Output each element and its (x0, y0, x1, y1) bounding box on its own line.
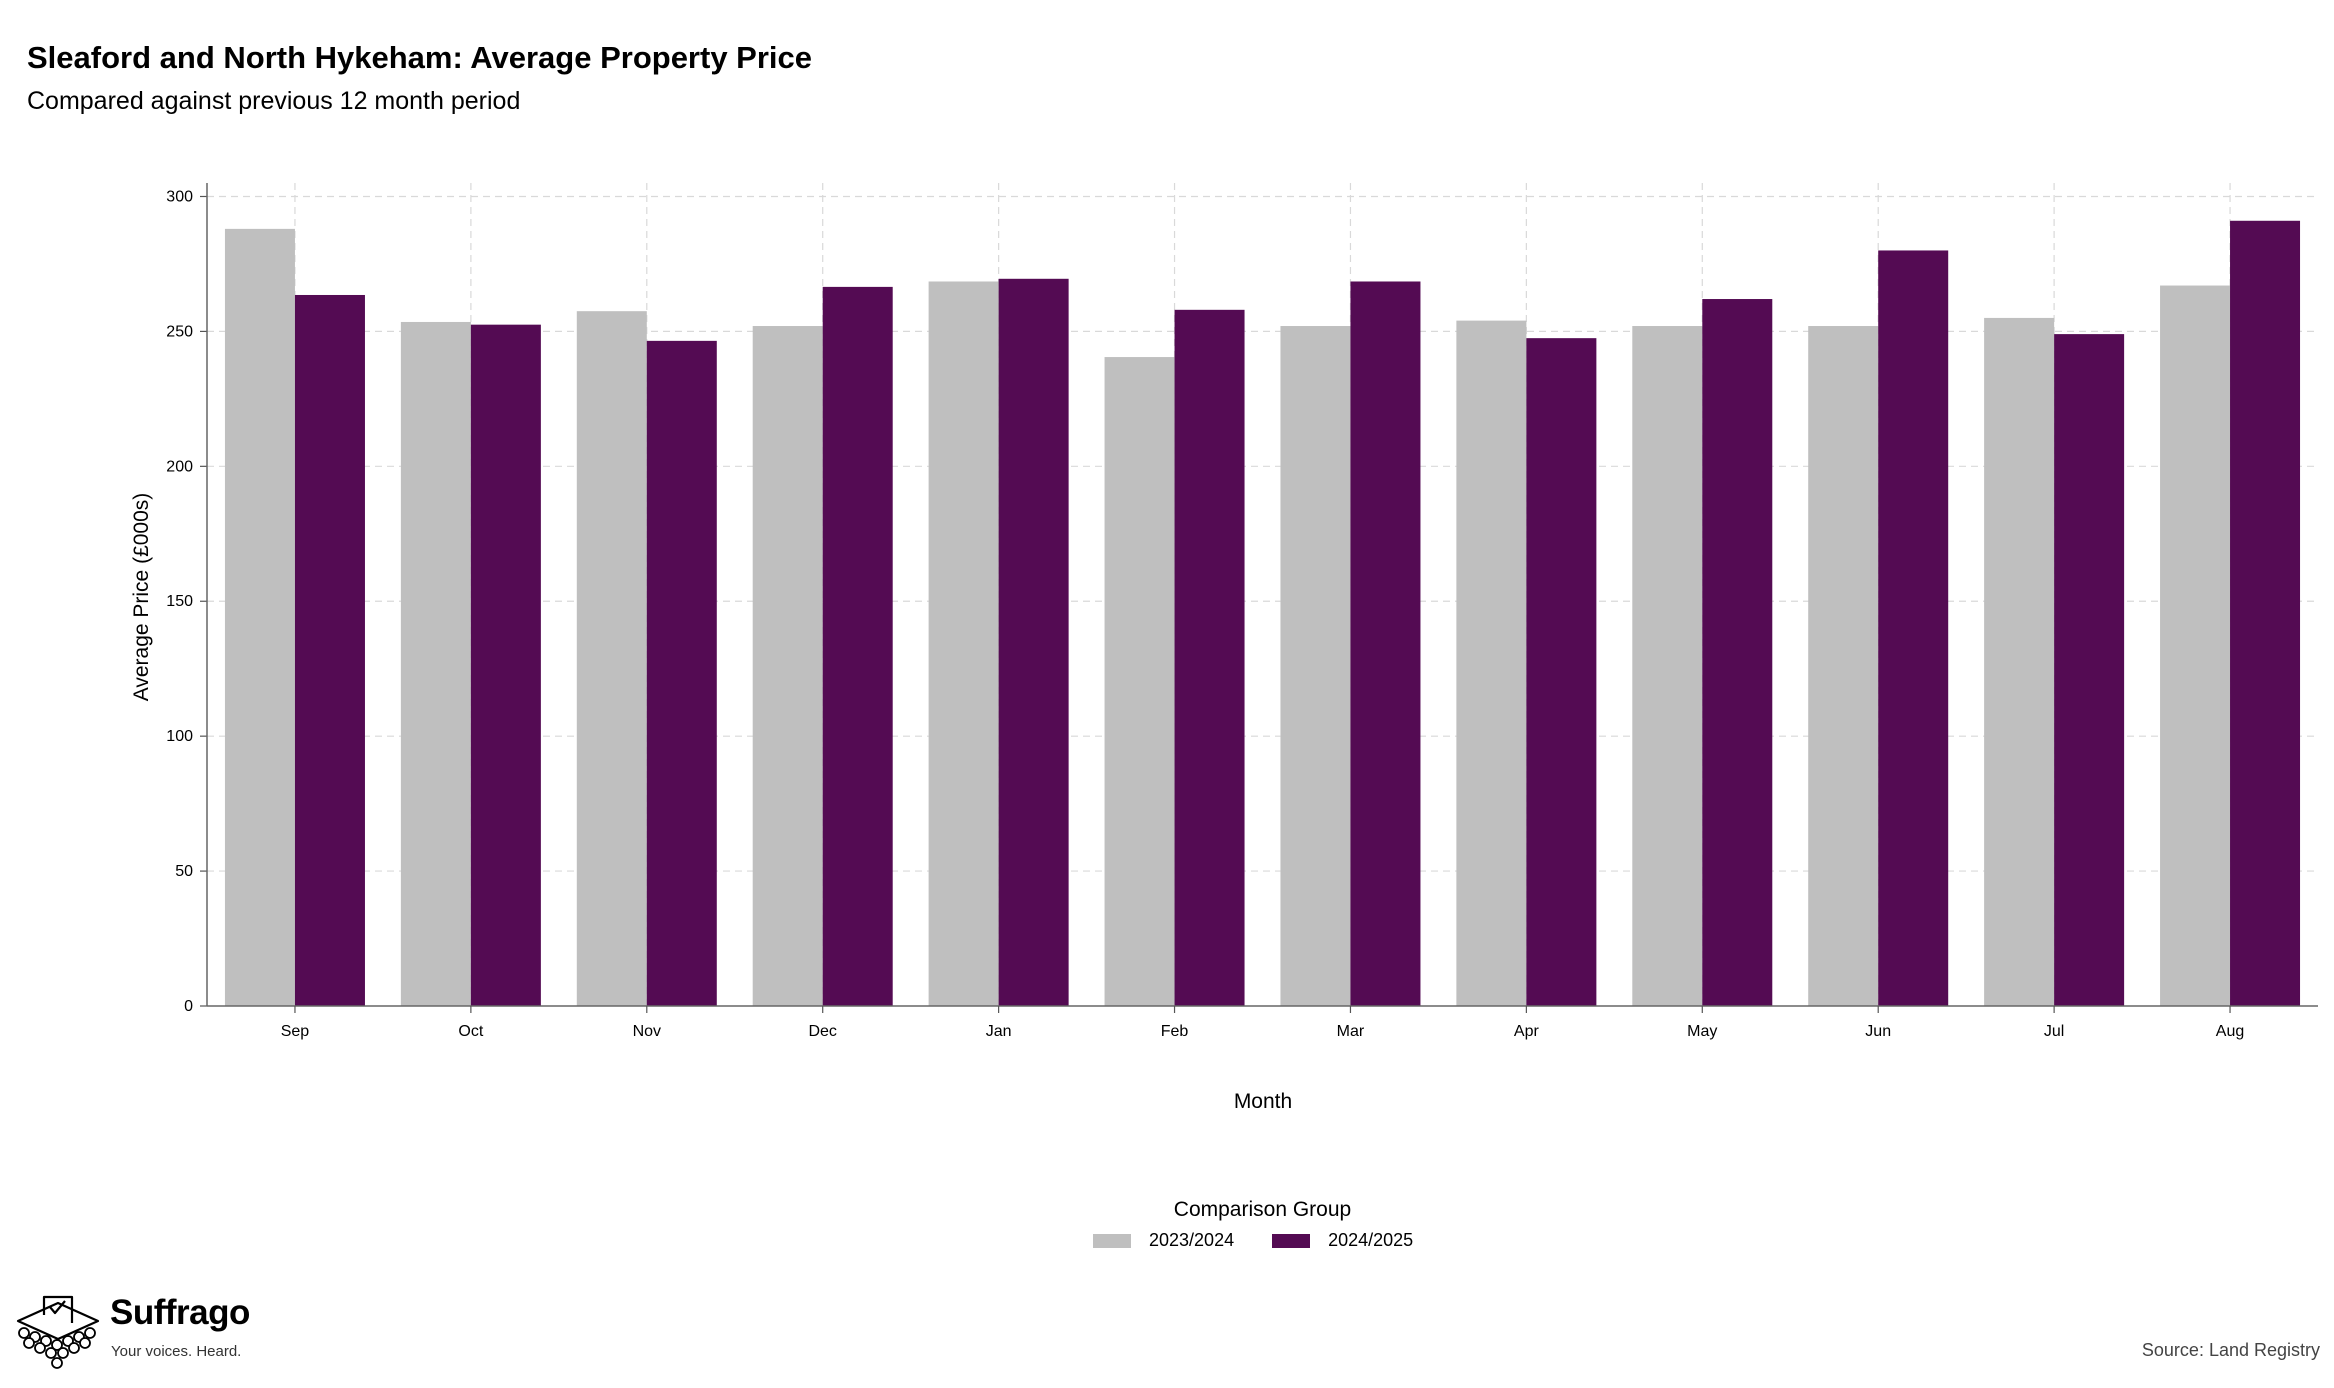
y-tick-label: 250 (166, 323, 193, 340)
bars (224, 220, 2301, 1007)
ballot-box-icon (16, 1295, 100, 1369)
bar-series-2-feb (1174, 309, 1245, 1006)
y-tick-label: 300 (166, 188, 193, 205)
bar-series-1-aug (2160, 285, 2231, 1006)
x-tick-label: May (1687, 1023, 1717, 1040)
bar-series-1-sep (224, 228, 295, 1006)
bar-series-2-aug (2230, 220, 2301, 1007)
bar-series-1-mar (1280, 326, 1351, 1006)
bar-series-2-oct (470, 324, 541, 1006)
bar-series-1-dec (752, 326, 823, 1006)
y-axis-title: Average Price (£000s) (130, 493, 153, 702)
x-tick-label: Sep (281, 1023, 310, 1040)
bar-series-2-may (1702, 299, 1773, 1006)
x-tick-label: Jul (2044, 1023, 2064, 1040)
y-tick-label: 50 (175, 863, 193, 880)
bar-series-1-feb (1104, 357, 1175, 1006)
x-axis-title: Month (1234, 1090, 1292, 1113)
x-tick-label: Oct (458, 1023, 483, 1040)
bar-chart: 0 50 100 150 200 250 300 Sep Oct Nov Dec Jan Feb Mar A… (130, 183, 2318, 1113)
legend: 2023/2024 2024/2025 (1093, 1230, 1451, 1251)
x-tick-label: Jan (986, 1023, 1012, 1040)
bar-series-2-jan (998, 278, 1069, 1006)
legend-swatch-series-2 (1272, 1233, 1311, 1248)
bar-series-1-jan (928, 281, 999, 1006)
chart-subtitle: Compared against previous 12 month perio… (27, 87, 521, 115)
x-tick-label: Mar (1337, 1023, 1365, 1040)
x-tick-label: Feb (1161, 1023, 1189, 1040)
y-tick-label: 150 (166, 593, 193, 610)
y-tick-label: 0 (184, 998, 193, 1015)
suffrago-logo: Suffrago Your voices. Heard. (14, 1293, 254, 1373)
bar-series-1-jun (1808, 326, 1879, 1006)
bar-series-1-nov (576, 311, 647, 1006)
bar-series-1-jul (1984, 317, 2055, 1006)
legend-label-series-2: 2024/2025 (1328, 1230, 1414, 1250)
bar-series-1-apr (1456, 320, 1527, 1006)
legend-label-series-1: 2023/2024 (1149, 1230, 1235, 1250)
legend-title: Comparison Group (1173, 1198, 1352, 1221)
bar-series-2-jun (1878, 250, 1949, 1007)
x-tick-label: Nov (633, 1023, 661, 1040)
brand-name: Suffrago (110, 1293, 250, 1332)
bar-series-2-dec (822, 286, 893, 1007)
axes: 0 50 100 150 200 250 300 Sep Oct Nov Dec Jan Feb Mar A… (166, 183, 2318, 1040)
x-tick-label: Aug (2216, 1023, 2244, 1040)
bar-series-2-apr (1526, 338, 1597, 1006)
x-tick-label: Apr (1514, 1023, 1540, 1040)
bar-series-2-jul (2054, 334, 2125, 1007)
x-tick-label: Jun (1865, 1023, 1891, 1040)
legend-swatch-series-1 (1093, 1233, 1131, 1248)
source-note: Source: Land Registry (2141, 1340, 2320, 1360)
x-tick-label: Dec (808, 1023, 836, 1040)
bar-series-2-mar (1350, 281, 1421, 1006)
brand-tagline: Your voices. Heard. (111, 1343, 242, 1360)
bar-series-2-nov (646, 340, 717, 1006)
bar-series-1-may (1632, 326, 1703, 1006)
y-tick-label: 200 (166, 458, 193, 475)
chart-title: Sleaford and North Hykeham: Average Prop… (27, 40, 813, 75)
y-tick-label: 100 (166, 728, 193, 745)
bar-series-1-oct (400, 321, 471, 1006)
legend-item-series-1: 2023/2024 (1093, 1230, 1234, 1251)
legend-item-series-2: 2024/2025 (1272, 1230, 1413, 1251)
bar-series-2-sep (294, 294, 365, 1007)
